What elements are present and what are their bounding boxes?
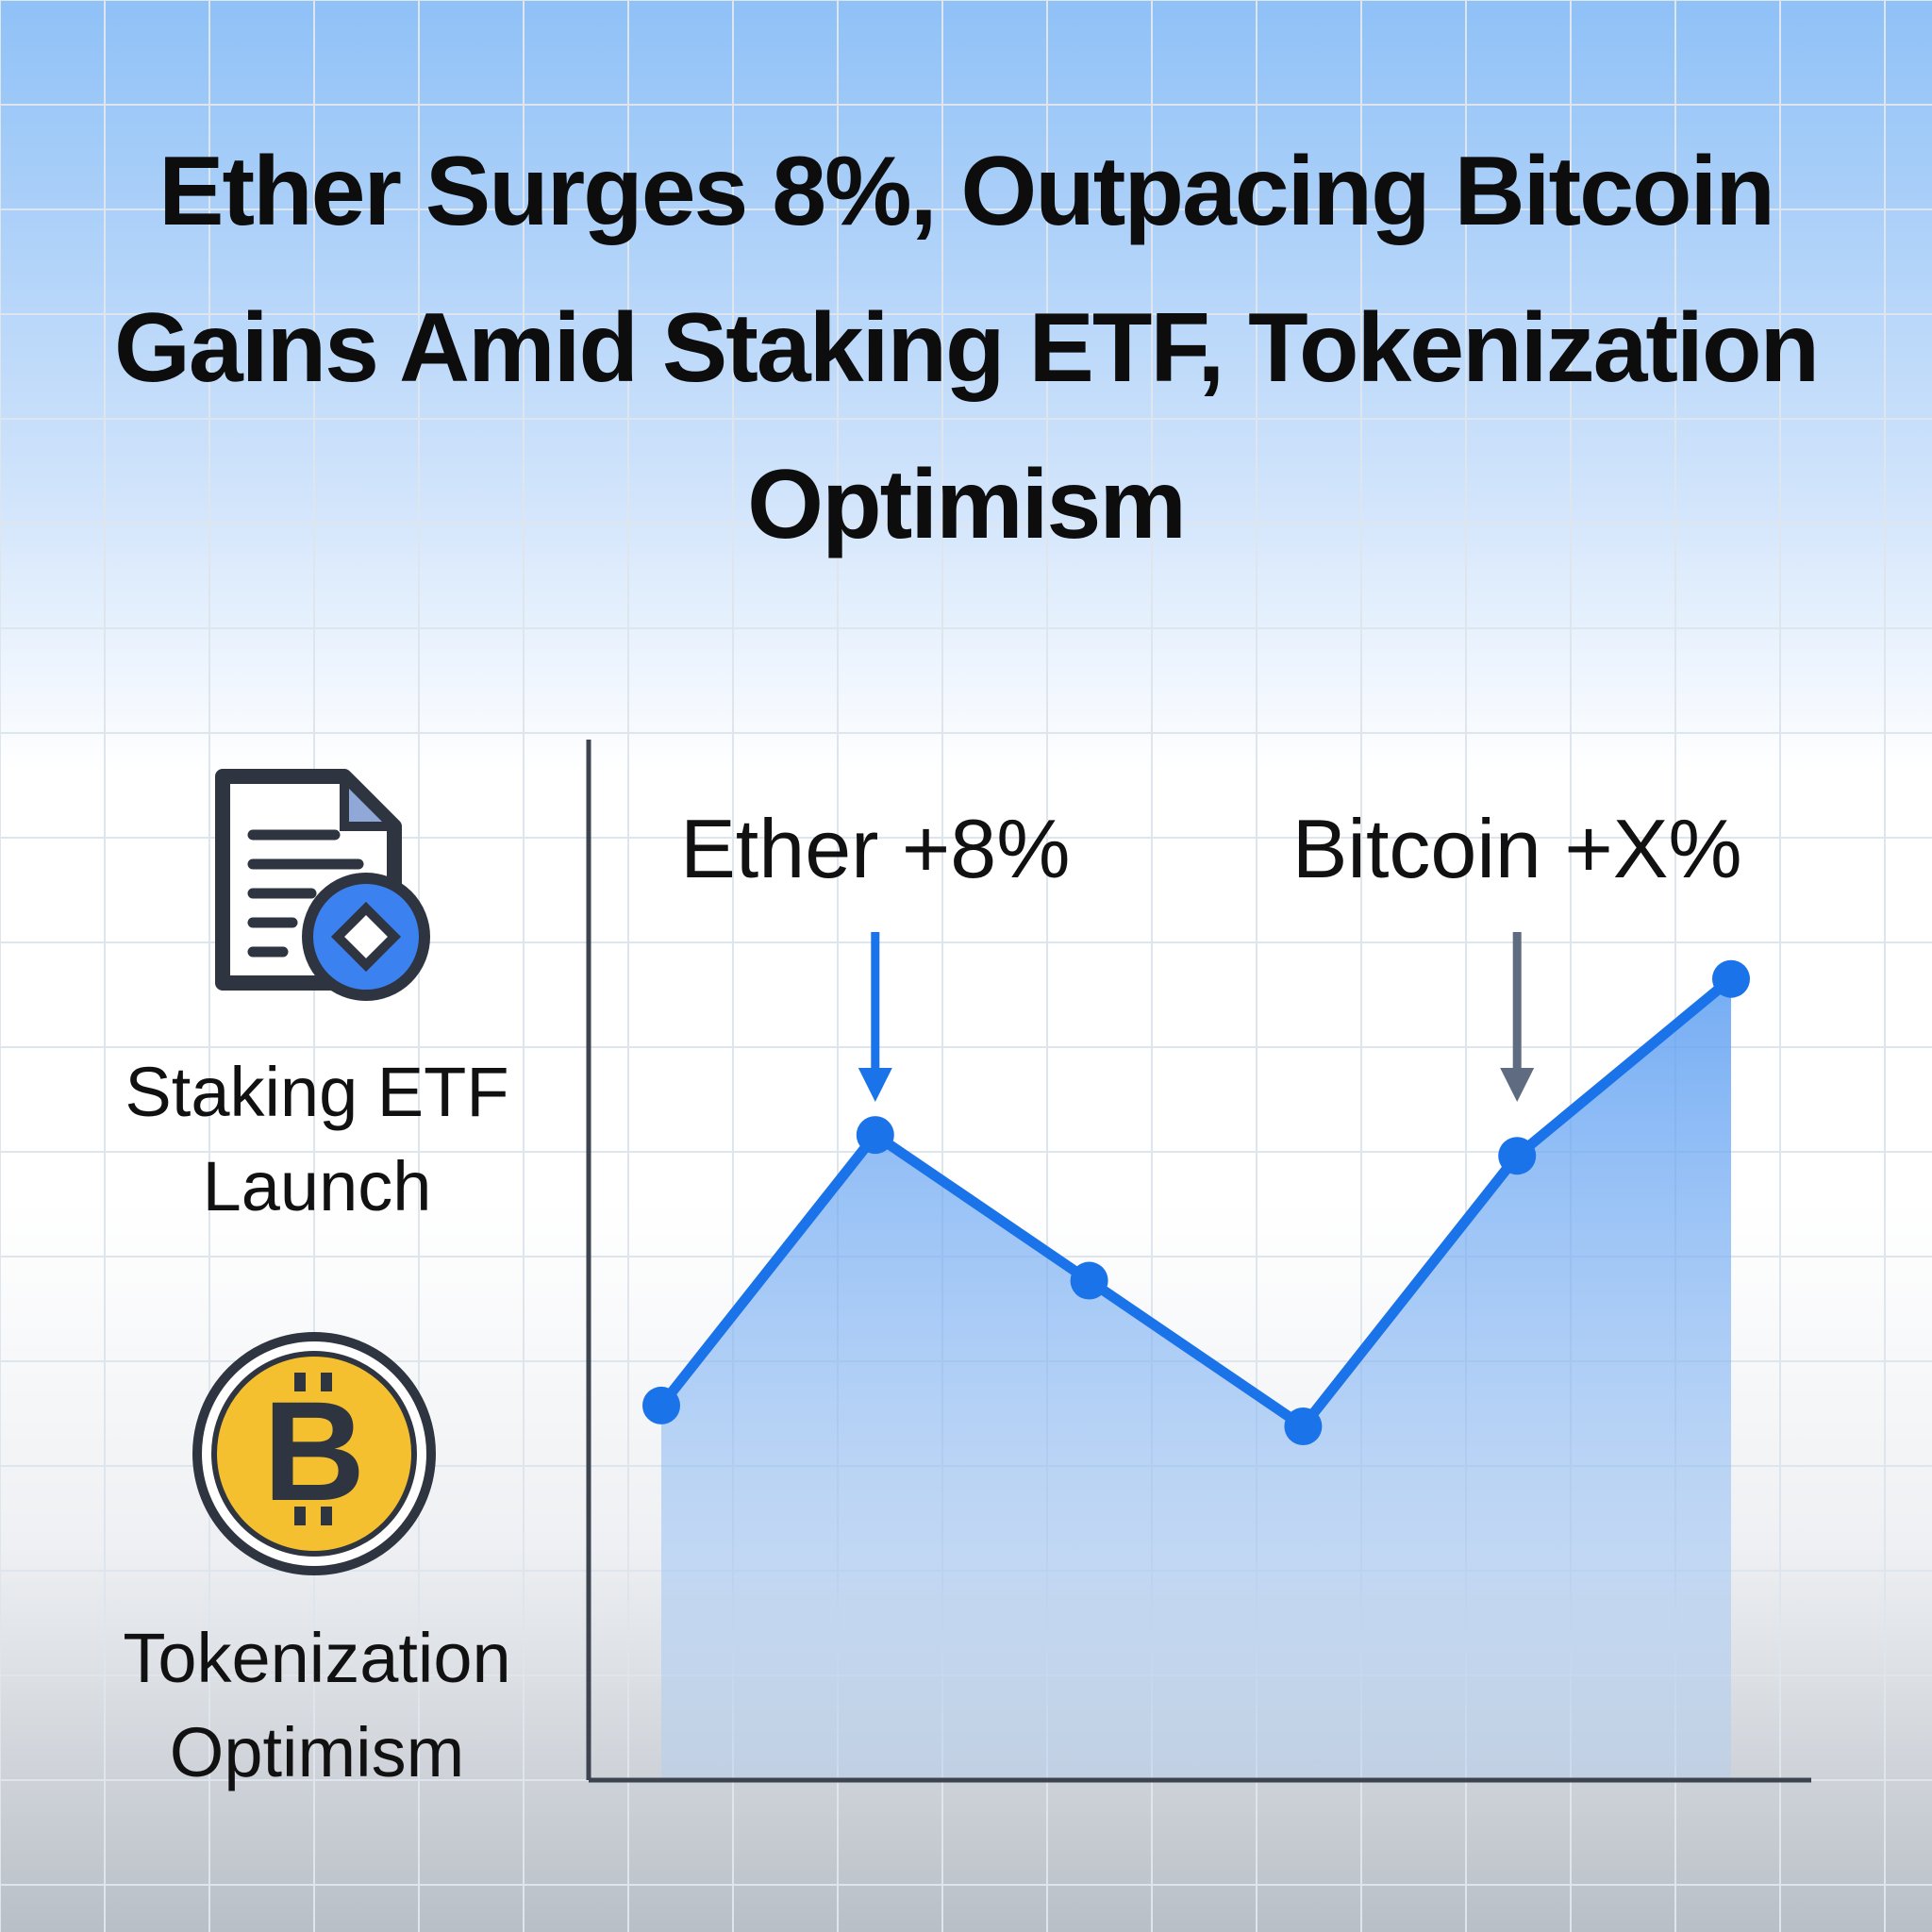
point	[1284, 1407, 1323, 1445]
annotation: Bitcoin +X%	[1292, 802, 1742, 895]
line	[657, 974, 1735, 1432]
bitcoin-icon: B	[192, 1332, 436, 1575]
area	[661, 978, 1731, 1780]
svg-text:B: B	[263, 1372, 365, 1530]
headline: Ether Surges 8%, Outpacing Bitcoin Gains…	[114, 137, 1820, 559]
sidebar-label: Tokenization Optimism	[123, 1619, 511, 1791]
annotation: Ether +8%	[680, 802, 1070, 895]
point	[856, 1116, 894, 1155]
point	[1070, 1261, 1108, 1300]
point	[1712, 959, 1750, 998]
point	[1498, 1137, 1537, 1175]
document-icon	[215, 769, 430, 1001]
point	[642, 1386, 680, 1424]
sidebar-label: Staking ETF Launch	[125, 1053, 509, 1225]
